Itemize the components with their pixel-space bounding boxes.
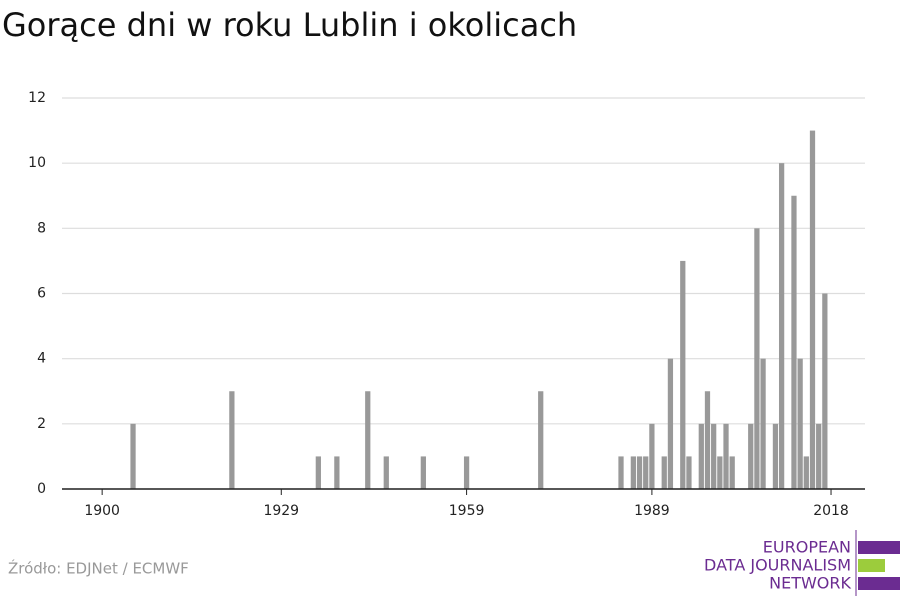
bar (667, 358, 674, 489)
x-tick-label: 1989 (634, 503, 670, 519)
bar (772, 423, 779, 489)
bar (365, 391, 371, 489)
bar (661, 456, 667, 489)
y-tick-label: 6 (37, 286, 46, 302)
bar (643, 456, 649, 489)
y-tick-label: 12 (28, 90, 46, 106)
logo-text: EUROPEAN (763, 538, 851, 557)
bar (723, 423, 729, 489)
bar (636, 456, 643, 489)
bar (315, 456, 321, 489)
bar (334, 456, 340, 489)
x-tick-label: 1900 (84, 503, 120, 519)
y-tick-label: 8 (37, 220, 46, 236)
bar (778, 163, 785, 489)
bar (803, 456, 809, 489)
bar (538, 391, 544, 489)
y-tick-label: 10 (28, 155, 46, 171)
bar (130, 423, 136, 489)
x-tick-label: 1959 (449, 503, 485, 519)
bar (729, 456, 735, 489)
logo-text: NETWORK (769, 574, 851, 593)
bar (383, 456, 389, 489)
chart-title: Gorące dni w roku Lublin i okolicach (2, 6, 577, 44)
y-tick-label: 0 (37, 481, 46, 497)
bar (748, 423, 754, 489)
x-tick-label: 2018 (813, 503, 849, 519)
bar (704, 391, 711, 489)
bar (420, 456, 426, 489)
logo-bar (858, 541, 900, 554)
source: Źródło: EDJNet / ECMWF (8, 559, 189, 578)
bar (229, 391, 235, 489)
bar (680, 260, 686, 489)
x-tick-label: 1929 (263, 503, 299, 519)
bar (816, 423, 822, 489)
y-tick-label: 4 (37, 351, 46, 367)
bar (618, 456, 624, 489)
logo-text: DATA JOURNALISM (704, 556, 851, 575)
logo-bar (858, 559, 885, 572)
bar (760, 358, 766, 489)
bar (809, 130, 816, 490)
bar (711, 423, 717, 489)
bar (754, 228, 760, 490)
logo-bar (858, 577, 900, 590)
y-tick-label: 2 (37, 416, 46, 432)
bar (698, 423, 704, 489)
bar (822, 293, 828, 489)
logo: EUROPEAN DATA JOURNALISM NETWORK (704, 530, 900, 596)
bar (463, 456, 470, 489)
bar (686, 456, 692, 489)
bar (791, 195, 797, 489)
bar (649, 423, 655, 489)
bar (630, 456, 636, 489)
bar (797, 358, 803, 489)
bar (717, 456, 723, 489)
